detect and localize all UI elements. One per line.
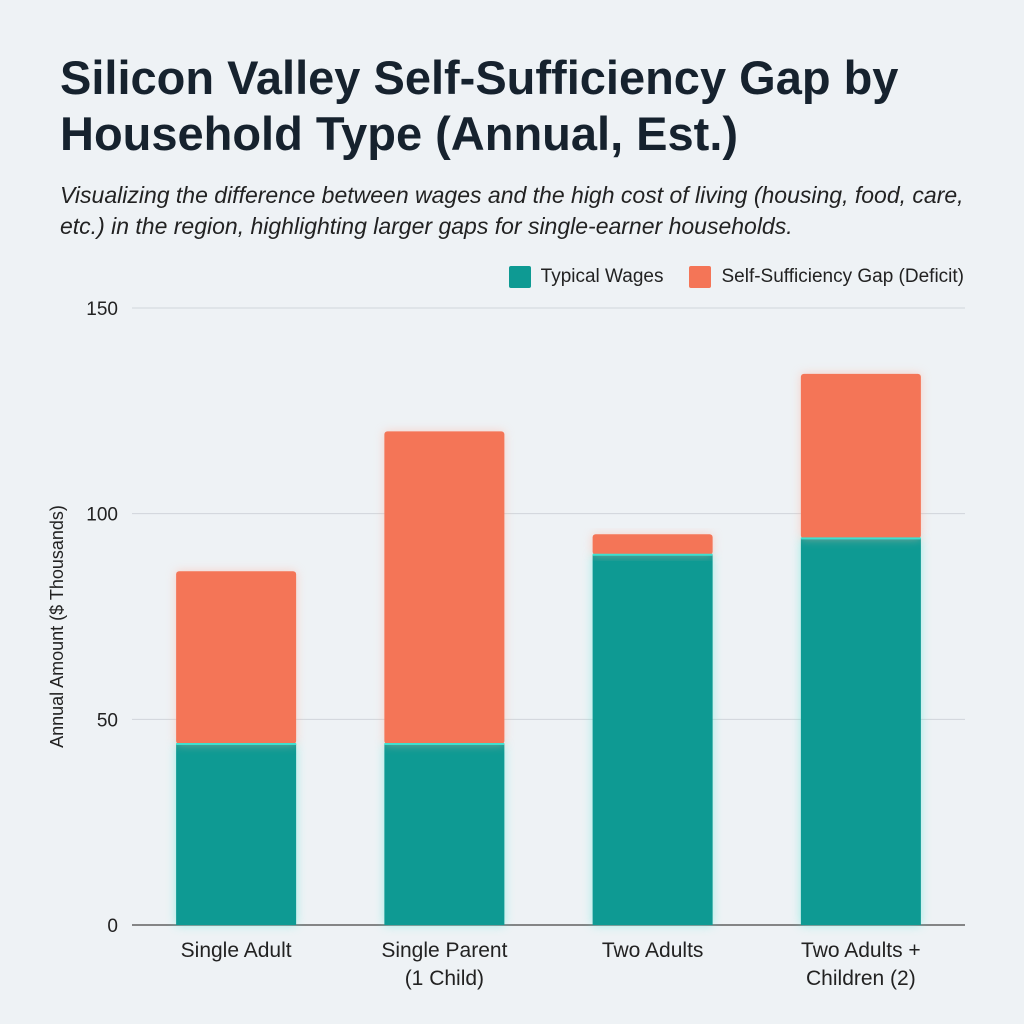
legend-swatch-wages	[508, 266, 531, 288]
x-tick-label-line: Children (2)	[806, 967, 916, 990]
bar-gap	[176, 571, 297, 745]
legend-label-gap: Self-Sufficiency Gap (Deficit)	[721, 266, 964, 287]
x-tick-label: Two Adults + Children (2)	[801, 939, 921, 990]
x-tick-label-line: Two Adults +	[801, 939, 921, 962]
x-tick-label: Single Parent (1 Child)	[381, 939, 507, 990]
legend: Typical Wages Self-Sufficiency Gap (Defi…	[508, 266, 964, 288]
x-tick-label-line: (1 Child)	[405, 967, 484, 990]
x-tick-label-line: Single Adult	[181, 939, 292, 962]
y-tick-label: 50	[97, 710, 118, 731]
bar-gap	[592, 534, 713, 555]
chart-title: Silicon Valley Self-Sufficiency Gap by H…	[60, 51, 899, 160]
x-tick-label-line: Single Parent	[381, 939, 507, 962]
y-tick-label: 150	[86, 299, 118, 320]
y-tick-label: 0	[107, 916, 118, 937]
bar-wages	[176, 744, 297, 925]
bar-gap	[384, 431, 505, 745]
y-axis-label: Annual Amount ($ Thousands)	[47, 505, 67, 748]
x-tick-label-line: Two Adults	[602, 939, 704, 962]
bar-gap	[800, 373, 921, 539]
x-tick-label: Two Adults	[602, 939, 704, 962]
x-tick-label: Single Adult	[181, 939, 292, 962]
legend-item-gap: Self-Sufficiency Gap (Deficit)	[689, 266, 964, 288]
bar-wages	[592, 554, 713, 925]
y-tick-label: 100	[86, 505, 118, 526]
bar-wages	[384, 744, 505, 925]
legend-swatch-gap	[689, 266, 712, 288]
legend-label-wages: Typical Wages	[540, 266, 664, 287]
chart-subtitle: Visualizing the difference between wages…	[60, 182, 964, 239]
legend-item-wages: Typical Wages	[508, 266, 664, 288]
bar-wages	[800, 538, 921, 925]
